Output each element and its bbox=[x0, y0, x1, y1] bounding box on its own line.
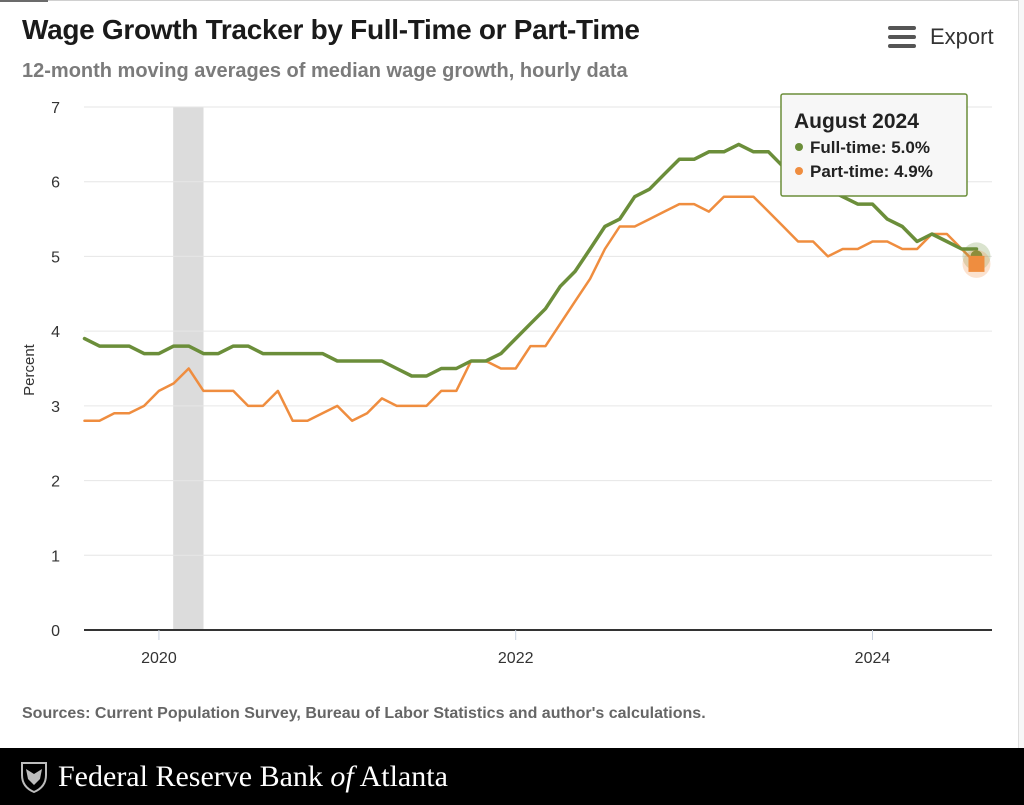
footer-bar: Federal Reserve Bank of Atlanta bbox=[0, 748, 1024, 805]
hover-markers bbox=[962, 242, 991, 278]
frame-right-border bbox=[1018, 0, 1024, 748]
chart-subtitle: 12-month moving averages of median wage … bbox=[22, 60, 628, 82]
footer-bank-name: Federal Reserve Bank of Atlanta bbox=[58, 760, 448, 794]
hamburger-menu-icon[interactable] bbox=[888, 26, 916, 48]
y-tick-label-2: 2 bbox=[51, 474, 60, 491]
frame-top-accent bbox=[0, 0, 48, 2]
footer-name-prefix: Federal Reserve Bank bbox=[58, 759, 331, 793]
tooltip-part-dot bbox=[795, 167, 803, 175]
export-label[interactable]: Export bbox=[930, 24, 994, 49]
y-tick-label-0: 0 bbox=[51, 623, 60, 640]
y-tick-label-7: 7 bbox=[51, 100, 60, 117]
y-tick-label-5: 5 bbox=[51, 249, 60, 266]
line-chart: 0 1 2 3 4 5 6 7 Percent 2020 2022 2024 August 202… bbox=[21, 93, 992, 667]
footer-name-suffix: Atlanta bbox=[353, 759, 448, 793]
tooltip-box bbox=[780, 93, 968, 197]
y-tick-labels: 0 1 2 3 4 5 6 7 bbox=[51, 100, 60, 640]
eagle-seal-icon bbox=[21, 761, 47, 793]
part-time-marker bbox=[968, 255, 985, 272]
y-axis-label: Percent bbox=[21, 343, 38, 396]
y-tick-label-1: 1 bbox=[51, 548, 60, 565]
frame-top-border bbox=[0, 0, 1024, 1]
chart-title: Wage Growth Tracker by Full-Time or Part… bbox=[22, 14, 640, 45]
y-tick-label-6: 6 bbox=[51, 175, 60, 192]
y-tick-label-4: 4 bbox=[51, 324, 60, 341]
x-axis: 2020 2022 2024 bbox=[84, 629, 992, 667]
x-tick-label-2020: 2020 bbox=[141, 650, 177, 667]
sources-note: Sources: Current Population Survey, Bure… bbox=[22, 705, 706, 722]
footer-name-italic: of bbox=[330, 759, 354, 793]
tooltip-full-dot bbox=[795, 143, 803, 151]
tooltip-part-value: Part-time: 4.9% bbox=[810, 162, 933, 181]
tooltip-title: August 2024 bbox=[794, 110, 919, 133]
x-tick-label-2024: 2024 bbox=[855, 650, 891, 667]
x-tick-label-2022: 2022 bbox=[498, 650, 534, 667]
series-line-part-time bbox=[83, 195, 978, 423]
tooltip: August 2024 Full-time: 5.0% Part-time: 4… bbox=[780, 93, 968, 197]
tooltip-full-value: Full-time: 5.0% bbox=[810, 138, 930, 157]
y-tick-label-3: 3 bbox=[51, 399, 60, 416]
export-button[interactable]: Export bbox=[888, 24, 994, 50]
